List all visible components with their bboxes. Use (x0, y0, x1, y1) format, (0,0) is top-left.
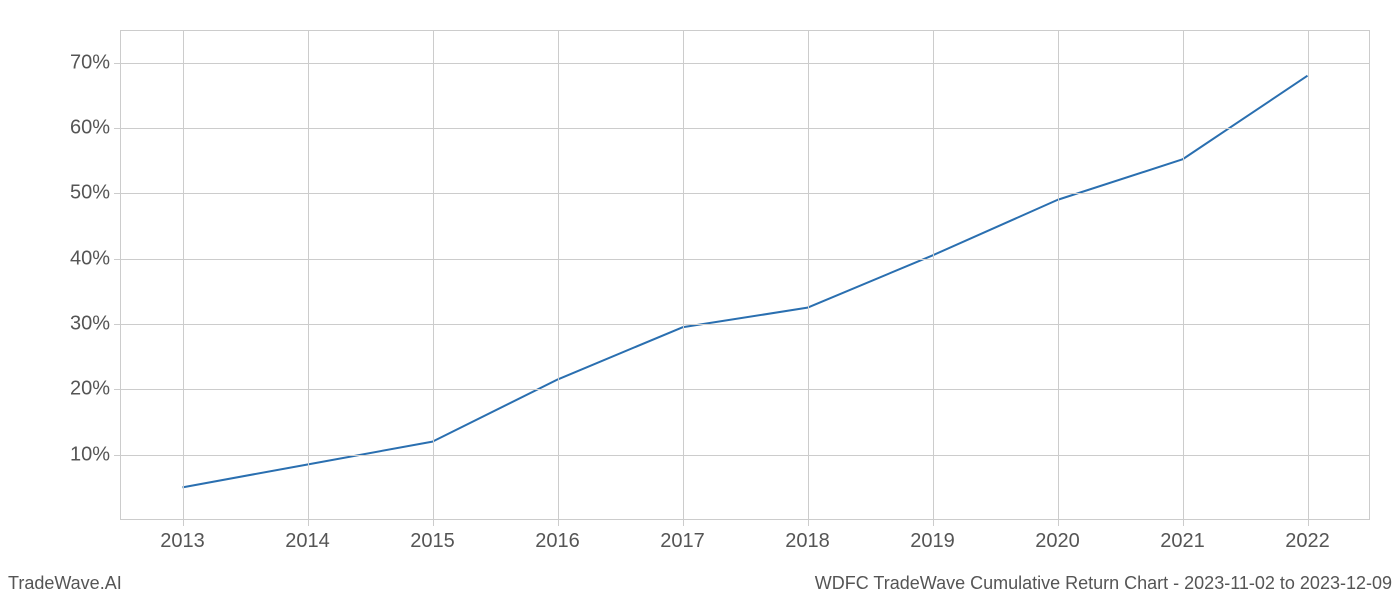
grid-line-vertical (933, 30, 934, 520)
grid-line-vertical (558, 30, 559, 520)
grid-line-vertical (683, 30, 684, 520)
grid-line-vertical (808, 30, 809, 520)
x-tick-label: 2021 (1160, 520, 1205, 553)
y-tick-label: 10% (70, 443, 120, 466)
grid-line-vertical (183, 30, 184, 520)
x-tick-label: 2013 (160, 520, 205, 553)
x-tick-label: 2020 (1035, 520, 1080, 553)
grid-line-vertical (308, 30, 309, 520)
plot-area: 10%20%30%40%50%60%70%2013201420152016201… (120, 30, 1370, 520)
y-tick-label: 70% (70, 51, 120, 74)
x-tick-label: 2016 (535, 520, 580, 553)
x-tick-label: 2017 (660, 520, 705, 553)
grid-line-vertical (1058, 30, 1059, 520)
grid-line-vertical (433, 30, 434, 520)
axis-spine-left (120, 30, 121, 520)
x-tick-label: 2014 (285, 520, 330, 553)
series-line-cumulative_return (183, 76, 1308, 488)
axis-spine-right (1369, 30, 1370, 520)
y-tick-label: 50% (70, 182, 120, 205)
y-tick-label: 30% (70, 313, 120, 336)
grid-line-vertical (1183, 30, 1184, 520)
y-tick-label: 20% (70, 378, 120, 401)
footer-left-caption: TradeWave.AI (8, 573, 122, 594)
x-tick-label: 2015 (410, 520, 455, 553)
y-tick-label: 60% (70, 117, 120, 140)
footer-right-caption: WDFC TradeWave Cumulative Return Chart -… (815, 573, 1392, 594)
chart-container: 10% 20% 30% 40% 50% 60% 70% 2013 2014 2015 2016 201… (0, 0, 1400, 600)
x-tick-label: 2019 (910, 520, 955, 553)
x-tick-label: 2022 (1285, 520, 1330, 553)
x-tick-label: 2018 (785, 520, 830, 553)
y-tick-label: 40% (70, 247, 120, 270)
grid-line-vertical (1308, 30, 1309, 520)
